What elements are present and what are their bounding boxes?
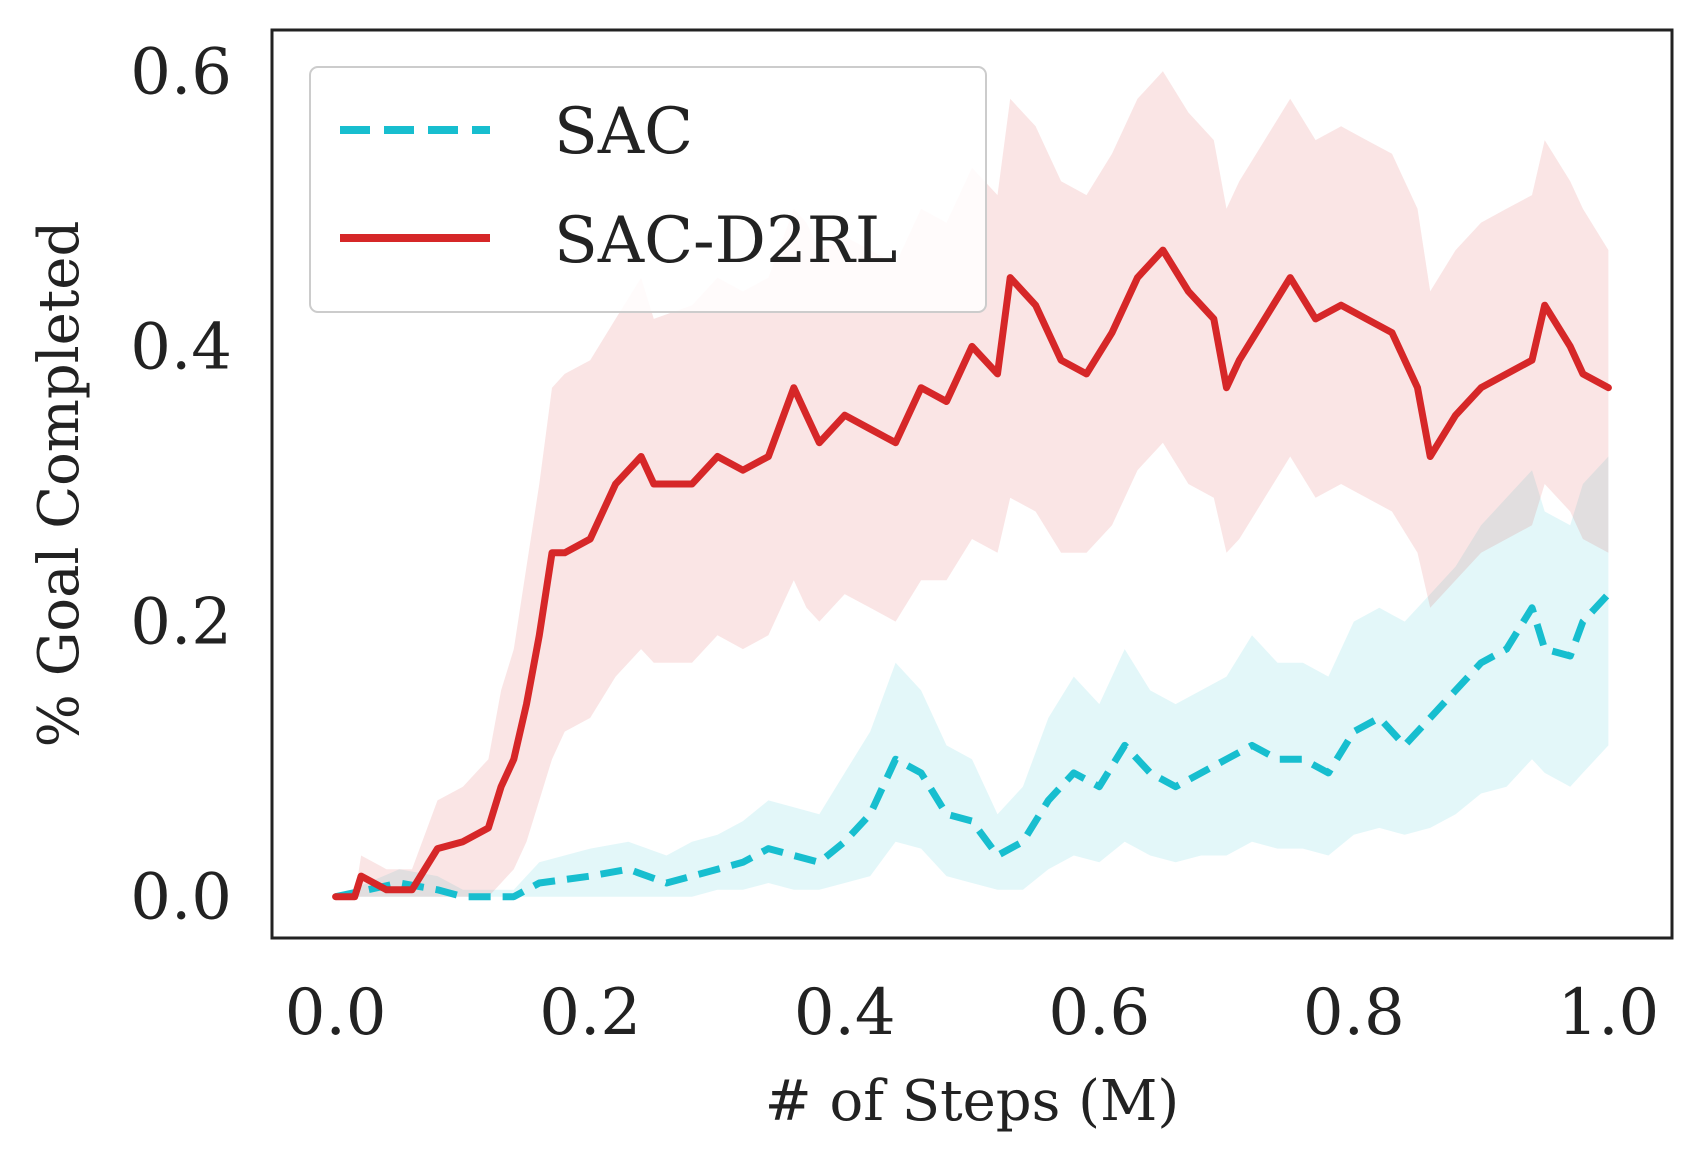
series-line-sac xyxy=(334,591,1611,901)
x-tick-label: 1.0 xyxy=(1557,976,1659,1050)
x-tick-label: 0.8 xyxy=(1303,976,1405,1050)
x-tick-label: 0.6 xyxy=(1048,976,1150,1050)
legend-sac-d2rl-label: SAC-D2RL xyxy=(554,204,897,278)
legend: SAC SAC-D2RL xyxy=(309,66,987,313)
series-line-sac-d2rl xyxy=(332,246,1612,901)
x-axis-ticks: 0.0 0.2 0.4 0.6 0.8 1.0 xyxy=(285,976,1660,1050)
x-tick-label: 0.0 xyxy=(285,976,387,1050)
y-tick-label: 0.4 xyxy=(130,310,232,384)
legend-sac-label: SAC xyxy=(554,95,693,169)
y-tick-label: 0.6 xyxy=(130,35,232,109)
band-sac xyxy=(335,456,1609,897)
x-tick-label: 0.4 xyxy=(794,976,896,1050)
x-tick-label: 0.2 xyxy=(539,976,641,1050)
plot-frame xyxy=(270,28,1674,940)
x-axis-label: # of Steps (M) xyxy=(765,1069,1179,1134)
y-axis-ticks: 0.0 0.2 0.4 0.6 xyxy=(130,35,232,934)
y-tick-label: 0.2 xyxy=(130,586,232,660)
y-axis-label: % Goal Completed xyxy=(27,221,92,748)
series-lines xyxy=(332,246,1612,901)
y-tick-label: 0.0 xyxy=(130,861,232,935)
